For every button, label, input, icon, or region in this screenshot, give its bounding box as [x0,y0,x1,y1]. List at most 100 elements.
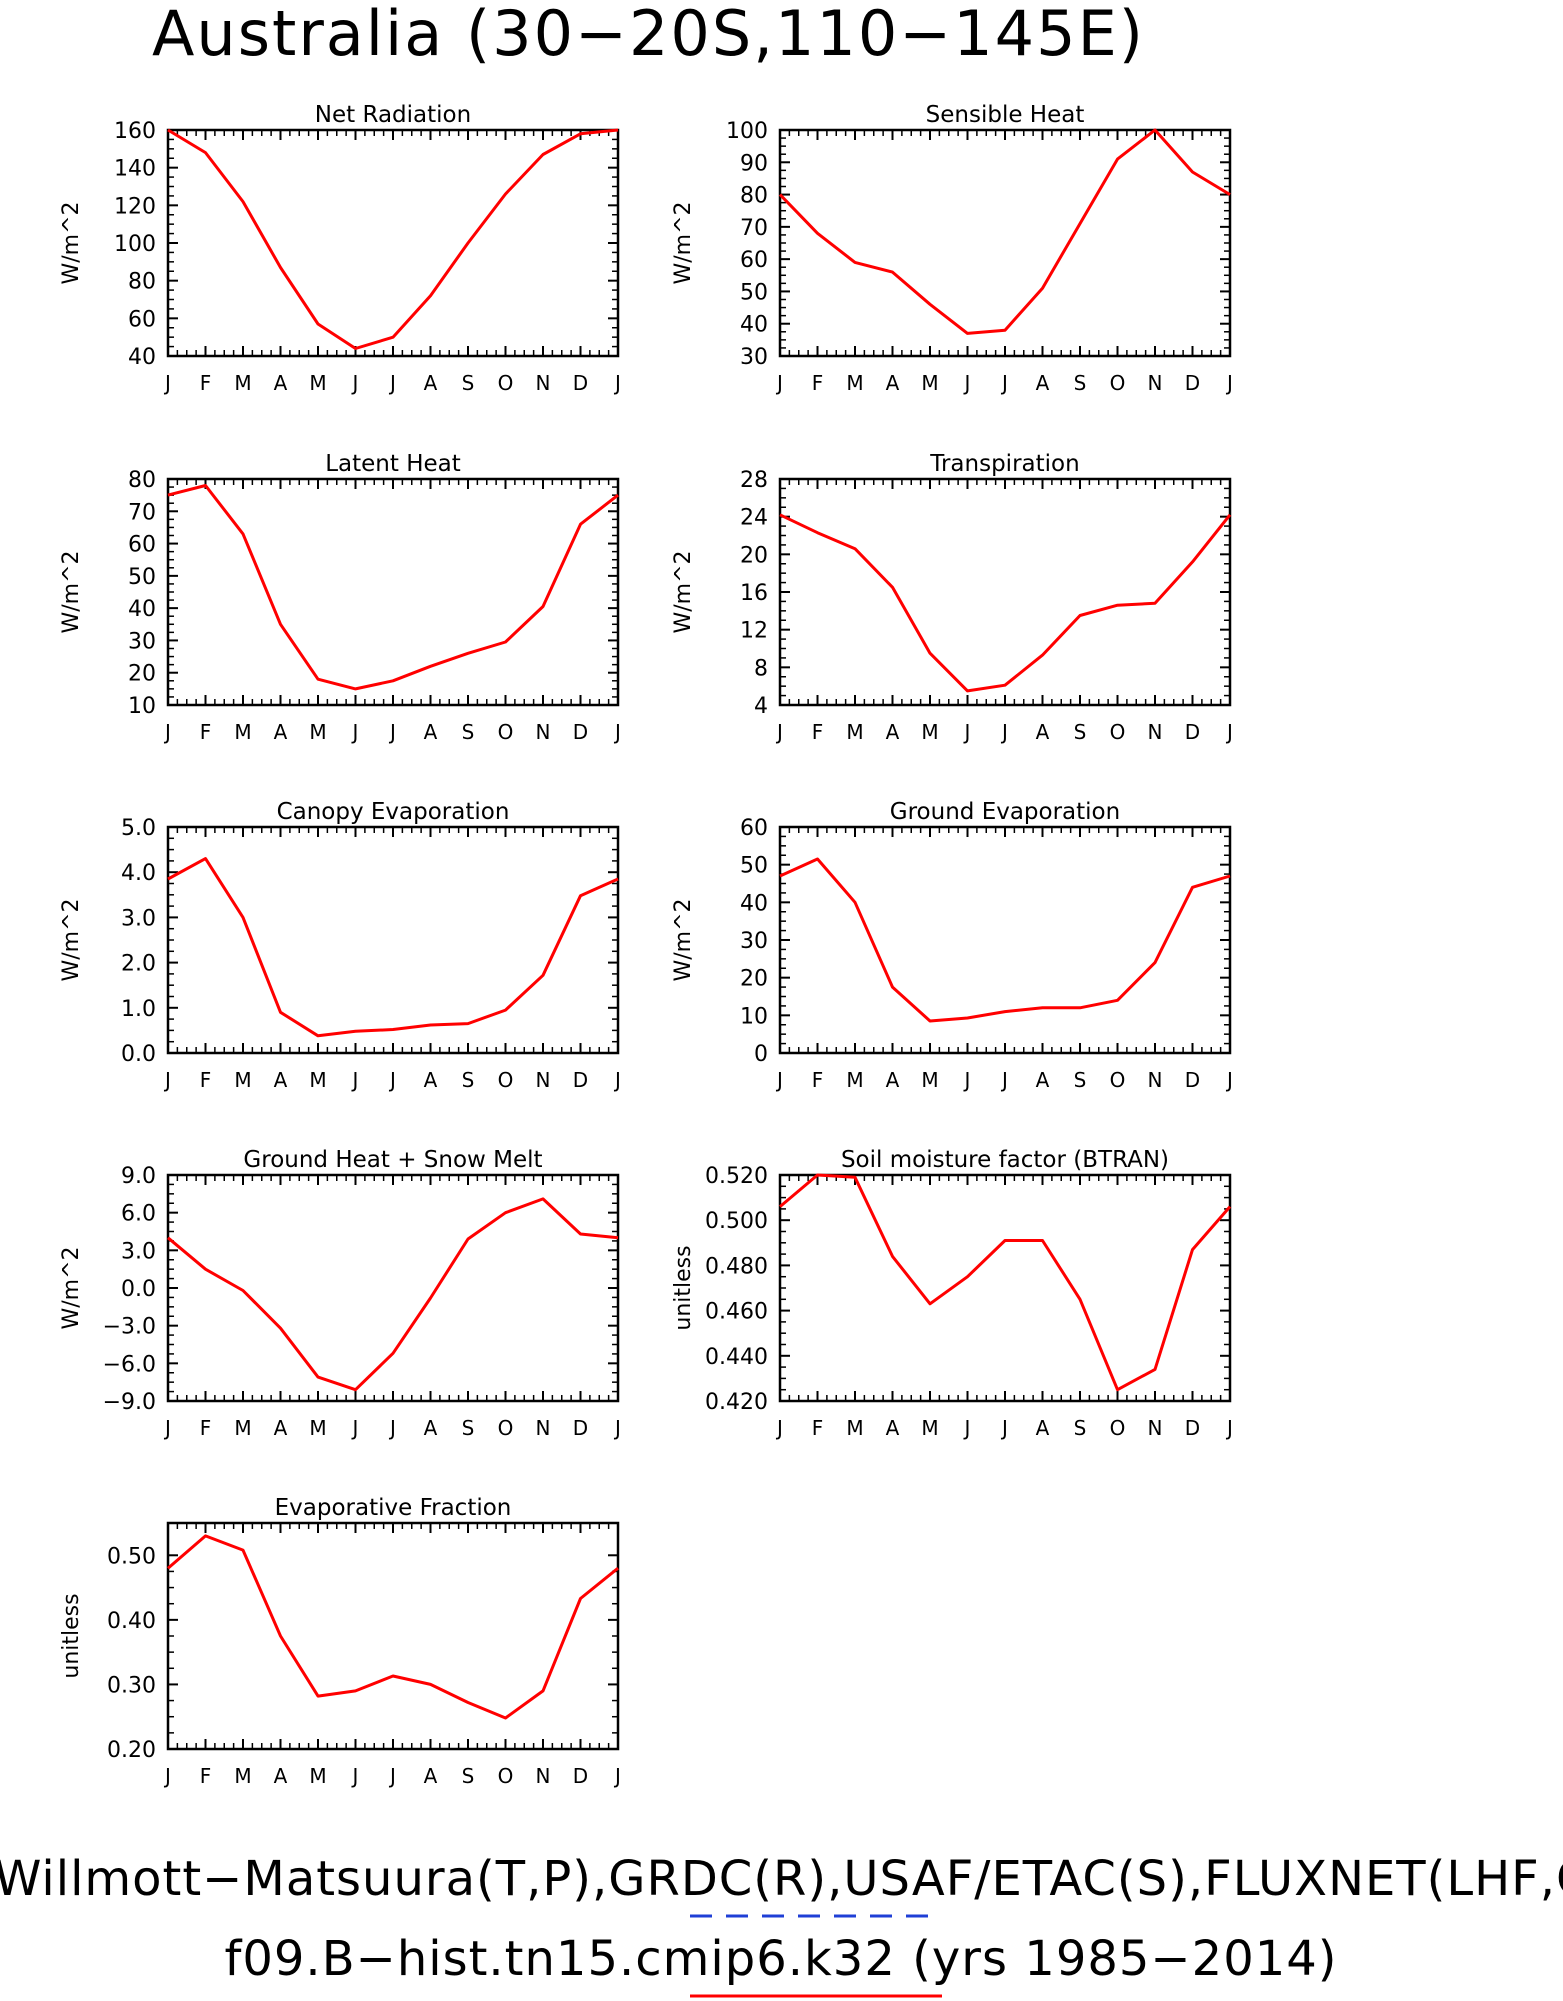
x-tick-label: M [309,720,326,744]
x-tick-label: J [388,1416,396,1440]
y-tick-label: −6.0 [103,1352,156,1377]
series-line [780,515,1230,691]
x-tick-label: S [1074,720,1087,744]
y-tick-label: 0.420 [705,1390,768,1415]
y-tick-label: 0.40 [107,1609,156,1634]
y-tick-label: 80 [128,468,156,493]
x-tick-label: O [1110,1416,1126,1440]
y-tick-label: 50 [128,565,156,590]
x-tick-label: J [1225,371,1233,395]
x-tick-label: M [234,371,251,395]
y-tick-label: 40 [128,597,156,622]
panel-title: Ground Heat + Snow Melt [243,1147,542,1173]
x-tick-label: M [234,1068,251,1092]
x-tick-label: J [351,1068,359,1092]
x-tick-label: J [963,371,971,395]
y-tick-label: 6.0 [121,1202,156,1227]
y-tick-label: 0 [754,1042,768,1067]
panel-title: Transpiration [929,451,1079,477]
x-tick-label: D [1185,371,1200,395]
x-tick-label: F [200,1068,212,1092]
x-tick-label: A [1036,1068,1050,1092]
y-tick-label: 0.500 [705,1209,768,1234]
x-tick-label: A [886,371,900,395]
y-tick-label: 60 [740,816,768,841]
x-tick-label: D [573,1068,588,1092]
x-tick-label: O [498,720,514,744]
x-tick-label: O [1110,371,1126,395]
y-tick-label: 80 [128,270,156,295]
x-tick-label: A [424,1764,438,1788]
x-tick-label: J [351,1416,359,1440]
y-tick-label: 16 [740,581,768,606]
y-tick-label: 40 [128,345,156,370]
x-tick-label: O [1110,1068,1126,1092]
y-tick-label: 100 [726,119,768,144]
y-tick-label: 0.20 [107,1738,156,1763]
x-tick-label: M [309,1764,326,1788]
x-tick-label: M [234,1764,251,1788]
panel-title: Latent Heat [325,451,461,477]
y-tick-label: 30 [740,929,768,954]
y-tick-label: −9.0 [103,1390,156,1415]
x-tick-label: J [775,720,783,744]
x-tick-label: F [200,1416,212,1440]
x-tick-label: M [309,1416,326,1440]
y-axis-label: W/m^2 [671,898,696,981]
y-tick-label: 0.30 [107,1673,156,1698]
x-tick-label: A [424,720,438,744]
y-tick-label: 0.520 [705,1164,768,1189]
series-line [780,1175,1230,1390]
x-tick-label: M [234,720,251,744]
x-tick-label: J [613,720,621,744]
x-tick-label: A [1036,720,1050,744]
x-tick-label: N [536,371,551,395]
x-tick-label: J [163,371,171,395]
x-tick-label: J [388,1764,396,1788]
x-tick-label: N [536,720,551,744]
x-tick-label: A [886,1068,900,1092]
y-tick-label: 40 [740,891,768,916]
plot-frame [780,827,1230,1053]
x-tick-label: J [963,1416,971,1440]
x-tick-label: J [351,371,359,395]
panel-title: Ground Evaporation [890,799,1120,825]
x-tick-label: D [573,720,588,744]
y-axis-label: W/m^2 [59,201,84,284]
y-axis-label: W/m^2 [59,1246,84,1329]
y-tick-label: 5.0 [121,816,156,841]
chart-panel-7: Soil moisture factor (BTRAN)J F M A M J J A S O N D… [671,1147,1233,1440]
x-tick-label: J [163,1764,171,1788]
x-tick-label: F [200,1764,212,1788]
footer-datasets: Willmott−Matsuura(T,P),GRDC(R),USAF/ETAC… [0,1851,1563,1907]
y-tick-label: 20 [740,967,768,992]
x-tick-label: J [963,1068,971,1092]
x-tick-label: A [886,720,900,744]
x-tick-label: J [775,1416,783,1440]
x-tick-label: F [200,371,212,395]
y-tick-label: 70 [128,500,156,525]
y-axis-label: unitless [671,1245,696,1330]
x-tick-label: S [462,1764,475,1788]
x-tick-label: J [613,371,621,395]
x-tick-label: A [886,1416,900,1440]
series-line [168,130,618,349]
x-tick-label: A [274,1416,288,1440]
x-tick-label: J [351,1764,359,1788]
x-tick-label: S [462,720,475,744]
x-tick-label: F [200,720,212,744]
y-tick-label: 60 [740,248,768,273]
series-line [168,1199,618,1390]
x-tick-label: J [388,1068,396,1092]
y-tick-label: 60 [128,533,156,558]
y-tick-label: 0.480 [705,1254,768,1279]
panel-title: Canopy Evaporation [277,799,510,825]
x-tick-label: M [846,1068,863,1092]
x-tick-label: J [1000,1068,1008,1092]
x-tick-label: J [1225,720,1233,744]
x-tick-label: A [274,1764,288,1788]
x-tick-label: J [163,1068,171,1092]
